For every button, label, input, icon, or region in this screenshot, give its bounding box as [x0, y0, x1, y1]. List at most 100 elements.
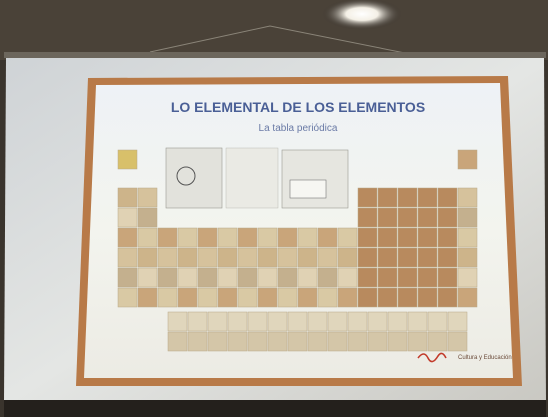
element-cell: [138, 288, 157, 307]
element-cell: [348, 332, 367, 351]
element-cell: [398, 268, 417, 287]
element-cell: [218, 228, 237, 247]
element-cell: [408, 312, 427, 331]
element-cell: [218, 268, 237, 287]
element-cell: [338, 248, 357, 267]
element-cell: [438, 228, 457, 247]
element-cell: [138, 188, 157, 207]
element-cell: [198, 288, 217, 307]
element-cell: [248, 332, 267, 351]
element-cell: [358, 208, 377, 227]
element-cell: [198, 248, 217, 267]
element-cell: [368, 332, 387, 351]
element-cell: [158, 288, 177, 307]
element-cell: [188, 312, 207, 331]
element-cell: [378, 208, 397, 227]
element-cell: [438, 288, 457, 307]
element-cell: [318, 268, 337, 287]
element-cell: [358, 268, 377, 287]
element-cell: [338, 288, 357, 307]
element-cell: [118, 188, 137, 207]
element-cell: [338, 268, 357, 287]
element-cell: [198, 268, 217, 287]
element-cell: [328, 332, 347, 351]
element-cell: [408, 332, 427, 351]
element-cell: [158, 228, 177, 247]
element-cell: [298, 228, 317, 247]
info-box: [166, 148, 222, 208]
element-cell: [278, 288, 297, 307]
element-cell: [458, 150, 477, 169]
element-cell: [438, 208, 457, 227]
element-cell: [238, 248, 257, 267]
element-cell: [188, 332, 207, 351]
element-cell: [418, 268, 437, 287]
element-cell: [418, 248, 437, 267]
element-cell: [158, 268, 177, 287]
element-cell: [458, 268, 477, 287]
element-cell: [238, 228, 257, 247]
element-cell: [398, 248, 417, 267]
element-cell: [118, 268, 137, 287]
floor-shadow: [4, 400, 546, 417]
element-cell: [238, 288, 257, 307]
element-cell: [138, 248, 157, 267]
element-cell: [398, 208, 417, 227]
element-cell: [418, 288, 437, 307]
element-cell: [458, 288, 477, 307]
element-cell: [218, 248, 237, 267]
screen-bar: [4, 52, 546, 58]
element-cell: [398, 288, 417, 307]
element-cell: [178, 228, 197, 247]
element-cell: [268, 312, 287, 331]
element-cell: [358, 288, 377, 307]
element-cell: [248, 312, 267, 331]
element-cell: [438, 268, 457, 287]
element-cell: [378, 228, 397, 247]
element-cell: [378, 268, 397, 287]
element-cell: [258, 268, 277, 287]
element-cell: [228, 332, 247, 351]
element-cell: [438, 188, 457, 207]
element-cell: [448, 312, 467, 331]
element-cell: [238, 268, 257, 287]
element-cell: [268, 332, 287, 351]
element-cell: [278, 228, 297, 247]
element-cell: [308, 312, 327, 331]
element-cell: [288, 312, 307, 331]
element-cell: [358, 248, 377, 267]
slide-subtitle: La tabla periódica: [259, 123, 338, 134]
element-cell: [208, 332, 227, 351]
element-cell: [448, 332, 467, 351]
info-box: [226, 148, 278, 208]
page: LO ELEMENTAL DE LOS ELEMENTOS La tabla p…: [0, 0, 548, 417]
element-cell: [118, 150, 137, 169]
element-cell: [218, 288, 237, 307]
element-cell: [428, 312, 447, 331]
element-cell: [298, 268, 317, 287]
element-cell: [328, 312, 347, 331]
element-cell: [318, 248, 337, 267]
photo: LO ELEMENTAL DE LOS ELEMENTOS La tabla p…: [0, 0, 548, 417]
element-cell: [418, 188, 437, 207]
element-cell: [388, 332, 407, 351]
element-cell: [398, 188, 417, 207]
element-cell: [278, 248, 297, 267]
element-cell: [258, 228, 277, 247]
element-cell: [178, 268, 197, 287]
element-cell: [168, 312, 187, 331]
element-cell: [318, 288, 337, 307]
element-cell: [458, 228, 477, 247]
element-cell: [458, 208, 477, 227]
element-cell: [348, 312, 367, 331]
element-cell: [118, 228, 137, 247]
element-cell: [228, 312, 247, 331]
element-cell: [438, 248, 457, 267]
element-cell: [138, 208, 157, 227]
info-box: [282, 150, 348, 208]
element-cell: [158, 248, 177, 267]
element-cell: [118, 208, 137, 227]
element-cell: [418, 228, 437, 247]
element-cell: [358, 228, 377, 247]
element-cell: [318, 228, 337, 247]
